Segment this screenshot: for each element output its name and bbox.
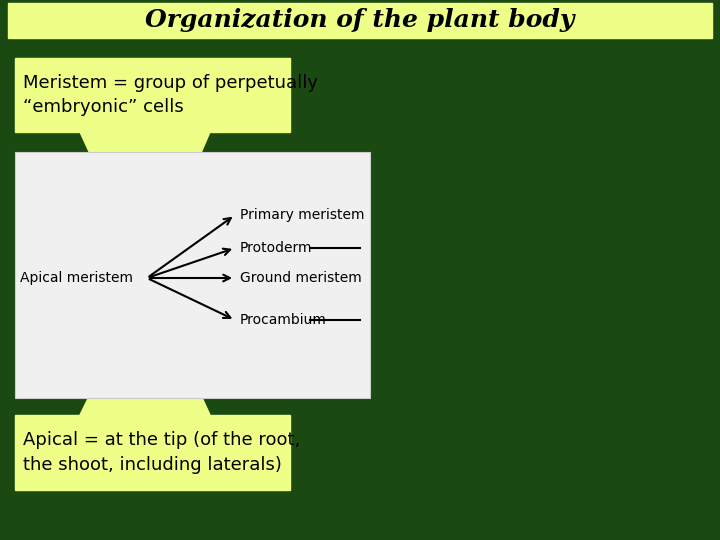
Text: Protoderm: Protoderm [240, 241, 312, 255]
Text: Primary meristem: Primary meristem [240, 208, 364, 222]
Text: Apical = at the tip (of the root,
the shoot, including laterals): Apical = at the tip (of the root, the sh… [23, 431, 300, 474]
Text: Procambium: Procambium [240, 313, 327, 327]
Polygon shape [80, 132, 210, 415]
Text: Ground meristem: Ground meristem [240, 271, 361, 285]
FancyBboxPatch shape [15, 415, 290, 490]
Text: Meristem = group of perpetually
“embryonic” cells: Meristem = group of perpetually “embryon… [23, 73, 318, 117]
FancyBboxPatch shape [15, 58, 290, 132]
Text: Organization of the plant body: Organization of the plant body [145, 9, 575, 32]
Text: Apical meristem: Apical meristem [20, 271, 133, 285]
FancyBboxPatch shape [8, 3, 712, 38]
FancyBboxPatch shape [15, 152, 370, 398]
